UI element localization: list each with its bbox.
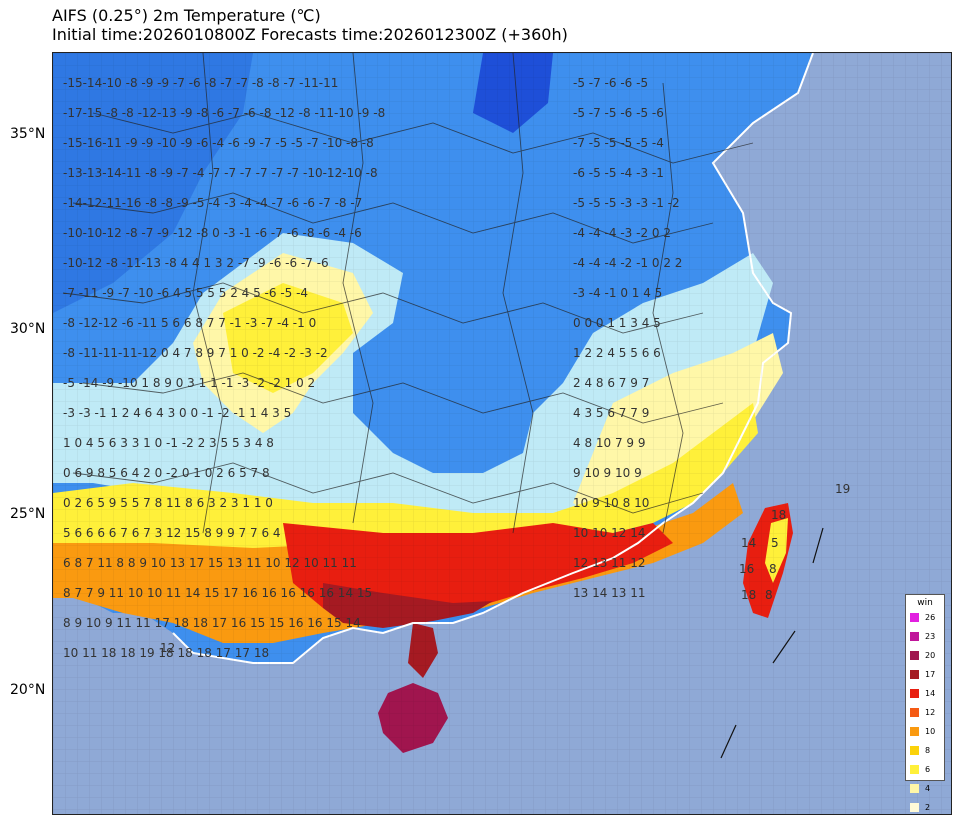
value-row-west: -17-15 -8 -8 -12-13 -9 -8 -6 -7 -6 -8 -1…	[63, 106, 385, 120]
value-row-west: -8 -11-11-11-12 0 4 7 8 9 7 1 0 -2 -4 -2…	[63, 346, 328, 360]
lat-label-20n: 20°N	[10, 682, 46, 698]
value-row-west: -8 -12-12 -6 -11 5 6 6 8 7 7 -1 -3 -7 -4…	[63, 316, 316, 330]
value-row-east: 4 8 10 7 9 9	[573, 436, 646, 450]
map-canvas: -15-14-10 -8 -9 -9 -7 -6 -8 -7 -7 -8 -8 …	[53, 53, 951, 814]
sea-stroke	[720, 724, 737, 759]
legend-item: 8	[906, 741, 944, 760]
legend-swatch	[910, 727, 919, 736]
legend-swatch	[910, 784, 919, 793]
value-row-east: -6 -5 -5 -4 -3 -1	[573, 166, 664, 180]
island-value-label: 19	[835, 482, 850, 496]
value-row-west: -15-14-10 -8 -9 -9 -7 -6 -8 -7 -7 -8 -8 …	[63, 76, 338, 90]
legend-item: 6	[906, 760, 944, 779]
legend-swatch	[910, 632, 919, 641]
value-row-west: 8 9 10 9 11 11 17 18 18 17 16 15 15 16 1…	[63, 616, 361, 630]
legend-label: 12	[925, 708, 936, 717]
value-row-west: 6 8 7 11 8 8 9 10 13 17 15 13 11 10 12 1…	[63, 556, 357, 570]
legend-item: 4	[906, 779, 944, 798]
taiwan-value: 14	[741, 536, 756, 550]
chart-title: AIFS (0.25°) 2m Temperature (℃)	[52, 6, 321, 25]
value-row-west: 1 0 4 5 6 3 3 1 0 -1 -2 2 3 5 5 3 4 8	[63, 436, 274, 450]
value-row-east: -4 -4 -4 -2 -1 0 2 2	[573, 256, 682, 270]
legend-item: 14	[906, 684, 944, 703]
grid-texture	[53, 53, 951, 814]
value-row-east: -4 -4 -4 -3 -2 0 2	[573, 226, 671, 240]
chart-subtitle: Initial time:2026010800Z Forecasts time:…	[52, 25, 568, 44]
legend-label: 2	[925, 803, 931, 812]
value-row-west: -10-10-12 -8 -7 -9 -12 -8 0 -3 -1 -6 -7 …	[63, 226, 362, 240]
taiwan-value: 8	[769, 562, 777, 576]
legend-swatch	[910, 803, 919, 812]
value-row-west: -5 -14 -9 -10 1 8 9 0 3 1 1 -1 -3 -2 -2 …	[63, 376, 315, 390]
legend-swatch	[910, 670, 919, 679]
taiwan-value: 8	[765, 588, 773, 602]
value-row-east: -5 -7 -6 -6 -5	[573, 76, 648, 90]
admin-borders	[62, 53, 754, 534]
legend-swatch	[910, 746, 919, 755]
legend-label: 26	[925, 613, 936, 622]
value-row-east: 10 10 12 14	[573, 526, 646, 540]
lat-label-35n: 35°N	[10, 126, 46, 142]
value-row-west: 8 7 7 9 11 10 10 11 14 15 17 16 16 16 16…	[63, 586, 372, 600]
value-row-west: 0 2 6 5 9 5 5 7 8 11 8 6 3 2 3 1 1 0	[63, 496, 273, 510]
value-row-east: 9 10 9 10 9	[573, 466, 642, 480]
south-value-label: 12	[160, 641, 175, 655]
temperature-map: -15-14-10 -8 -9 -9 -7 -6 -8 -7 -7 -8 -8 …	[52, 52, 952, 815]
legend-rows: 26 23 20 17 14 12 10 8 6 4 2	[906, 608, 944, 817]
value-row-east: 12 13 11 12	[573, 556, 646, 570]
value-row-east: -7 -5 -5 -5 -5 -4	[573, 136, 664, 150]
legend-item: 20	[906, 646, 944, 665]
value-row-west: 5 6 6 6 6 7 6 7 3 12 15 8 9 9 7 7 6 4	[63, 526, 281, 540]
legend-title: win	[917, 598, 933, 608]
legend-label: 20	[925, 651, 936, 660]
legend-swatch	[910, 613, 919, 622]
taiwan-value: 5	[771, 536, 779, 550]
taiwan-value: 18	[741, 588, 756, 602]
legend-label: 6	[925, 765, 931, 774]
value-row-west: 10 11 18 18 19 18 18 18 17 17 18	[63, 646, 269, 660]
legend-item: 26	[906, 608, 944, 627]
value-row-west: -7 -11 -9 -7 -10 -6 4 5 5 5 5 2 4 5 -6 -…	[63, 286, 308, 300]
legend-label: 14	[925, 689, 936, 698]
value-row-east: 10 9 10 8 10	[573, 496, 649, 510]
value-row-east: 2 4 8 6 7 9 7	[573, 376, 649, 390]
legend-item: 2	[906, 798, 944, 817]
legend-item: 12	[906, 703, 944, 722]
legend-label: 10	[925, 727, 936, 736]
value-labels: -15-14-10 -8 -9 -9 -7 -6 -8 -7 -7 -8 -8 …	[63, 76, 682, 660]
value-row-west: -13-13-14-11 -8 -9 -7 -4 -7 -7 -7 -7 -7 …	[63, 166, 378, 180]
value-row-east: -5 -7 -5 -6 -5 -6	[573, 106, 664, 120]
legend-label: 8	[925, 746, 931, 755]
value-row-east: -5 -5 -5 -3 -3 -1 -2	[573, 196, 680, 210]
legend: win 26 23 20 17 14 12 10 8 6 4 2	[905, 594, 945, 812]
chart-header: AIFS (0.25°) 2m Temperature (℃) Initial …	[52, 6, 568, 44]
value-row-east: 1 2 2 4 5 5 6 6	[573, 346, 661, 360]
value-row-west: -10-12 -8 -11-13 -8 4 4 1 3 2 -7 -9 -6 -…	[63, 256, 329, 270]
value-row-east: -3 -4 -1 0 1 4 5	[573, 286, 662, 300]
legend-label: 17	[925, 670, 936, 679]
legend-swatch	[910, 651, 919, 660]
value-row-east: 13 14 13 11	[573, 586, 646, 600]
value-row-west: -15-16-11 -9 -9 -10 -9 -6 -4 -6 -9 -7 -5…	[63, 136, 374, 150]
legend-label: 23	[925, 632, 936, 641]
value-row-east: 0 0 0 1 1 3 4 5	[573, 316, 661, 330]
lat-label-30n: 30°N	[10, 321, 46, 337]
legend-swatch	[910, 689, 919, 698]
legend-swatch	[910, 765, 919, 774]
sea-stroke	[772, 630, 796, 664]
value-row-west: -3 -3 -1 1 2 4 6 4 3 0 0 -1 -2 -1 1 4 3 …	[63, 406, 291, 420]
taiwan-value: 18	[771, 508, 786, 522]
legend-item: 23	[906, 627, 944, 646]
value-row-west: -14-12-11-16 -8 -8 -9 -5 -4 -3 -4 -4 -7 …	[63, 196, 362, 210]
taiwan-values: 18 5 14 16 8 18 8	[739, 508, 786, 602]
value-row-west: 0 6 9 8 5 6 4 2 0 -2 0 1 0 2 6 5 7 8	[63, 466, 270, 480]
legend-swatch	[910, 708, 919, 717]
taiwan-value: 16	[739, 562, 754, 576]
legend-item: 17	[906, 665, 944, 684]
legend-label: 4	[925, 784, 931, 793]
legend-item: 10	[906, 722, 944, 741]
sea-stroke	[812, 527, 824, 564]
lat-label-25n: 25°N	[10, 506, 46, 522]
value-row-east: 4 3 5 6 7 7 9	[573, 406, 649, 420]
